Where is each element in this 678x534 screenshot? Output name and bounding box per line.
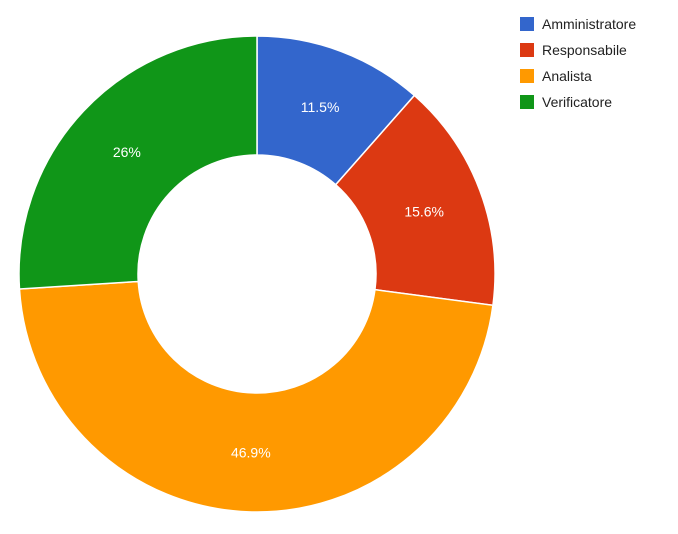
legend-swatch-responsabile [520, 43, 534, 57]
legend-swatch-amministratore [520, 17, 534, 31]
legend-label-responsabile: Responsabile [542, 42, 627, 58]
slice-label-verificatore: 26% [113, 144, 141, 160]
slice-label-amministratore: 11.5% [301, 99, 340, 115]
legend-item-analista[interactable]: Analista [520, 68, 592, 84]
slice-responsabile[interactable] [334, 94, 496, 307]
slice-verificatore[interactable] [18, 35, 258, 290]
legend-swatch-verificatore [520, 95, 534, 109]
legend-label-amministratore: Amministratore [542, 16, 636, 32]
slice-label-analista: 46.9% [231, 444, 271, 460]
legend-item-responsabile[interactable]: Responsabile [520, 42, 627, 58]
slice-label-responsabile: 15.6% [404, 203, 444, 219]
slice-analista[interactable] [18, 280, 494, 513]
legend-label-analista: Analista [542, 68, 592, 84]
legend-item-amministratore[interactable]: Amministratore [520, 16, 636, 32]
slice-labels-group: 11.5% 15.6% 46.9% 26% [113, 99, 444, 460]
legend-label-verificatore: Verificatore [542, 94, 612, 110]
legend-item-verificatore[interactable]: Verificatore [520, 94, 612, 110]
legend-swatch-analista [520, 69, 534, 83]
legend: Amministratore Responsabile Analista Verifi… [520, 16, 636, 110]
slices-group [18, 35, 496, 513]
